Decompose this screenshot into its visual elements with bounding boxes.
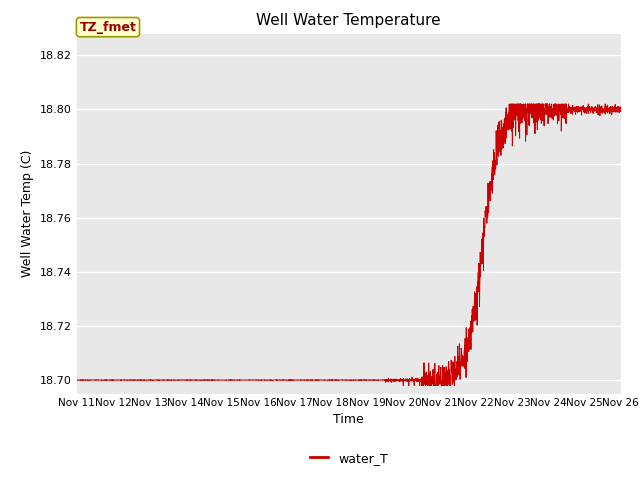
Title: Well Water Temperature: Well Water Temperature — [257, 13, 441, 28]
water_T — [167, 377, 175, 383]
water_T — [607, 106, 614, 112]
water_T — [506, 101, 513, 107]
Line: water_T: water_T — [77, 104, 621, 385]
Legend: water_T: water_T — [305, 447, 393, 469]
water_T — [399, 383, 407, 388]
water_T — [73, 377, 81, 383]
water_T — [305, 377, 313, 383]
water_T — [282, 377, 289, 383]
Text: TZ_fmet: TZ_fmet — [79, 21, 136, 34]
water_T — [617, 106, 625, 112]
X-axis label: Time: Time — [333, 413, 364, 426]
Y-axis label: Well Water Temp (C): Well Water Temp (C) — [21, 150, 35, 277]
water_T — [548, 115, 556, 121]
water_T — [135, 377, 143, 383]
